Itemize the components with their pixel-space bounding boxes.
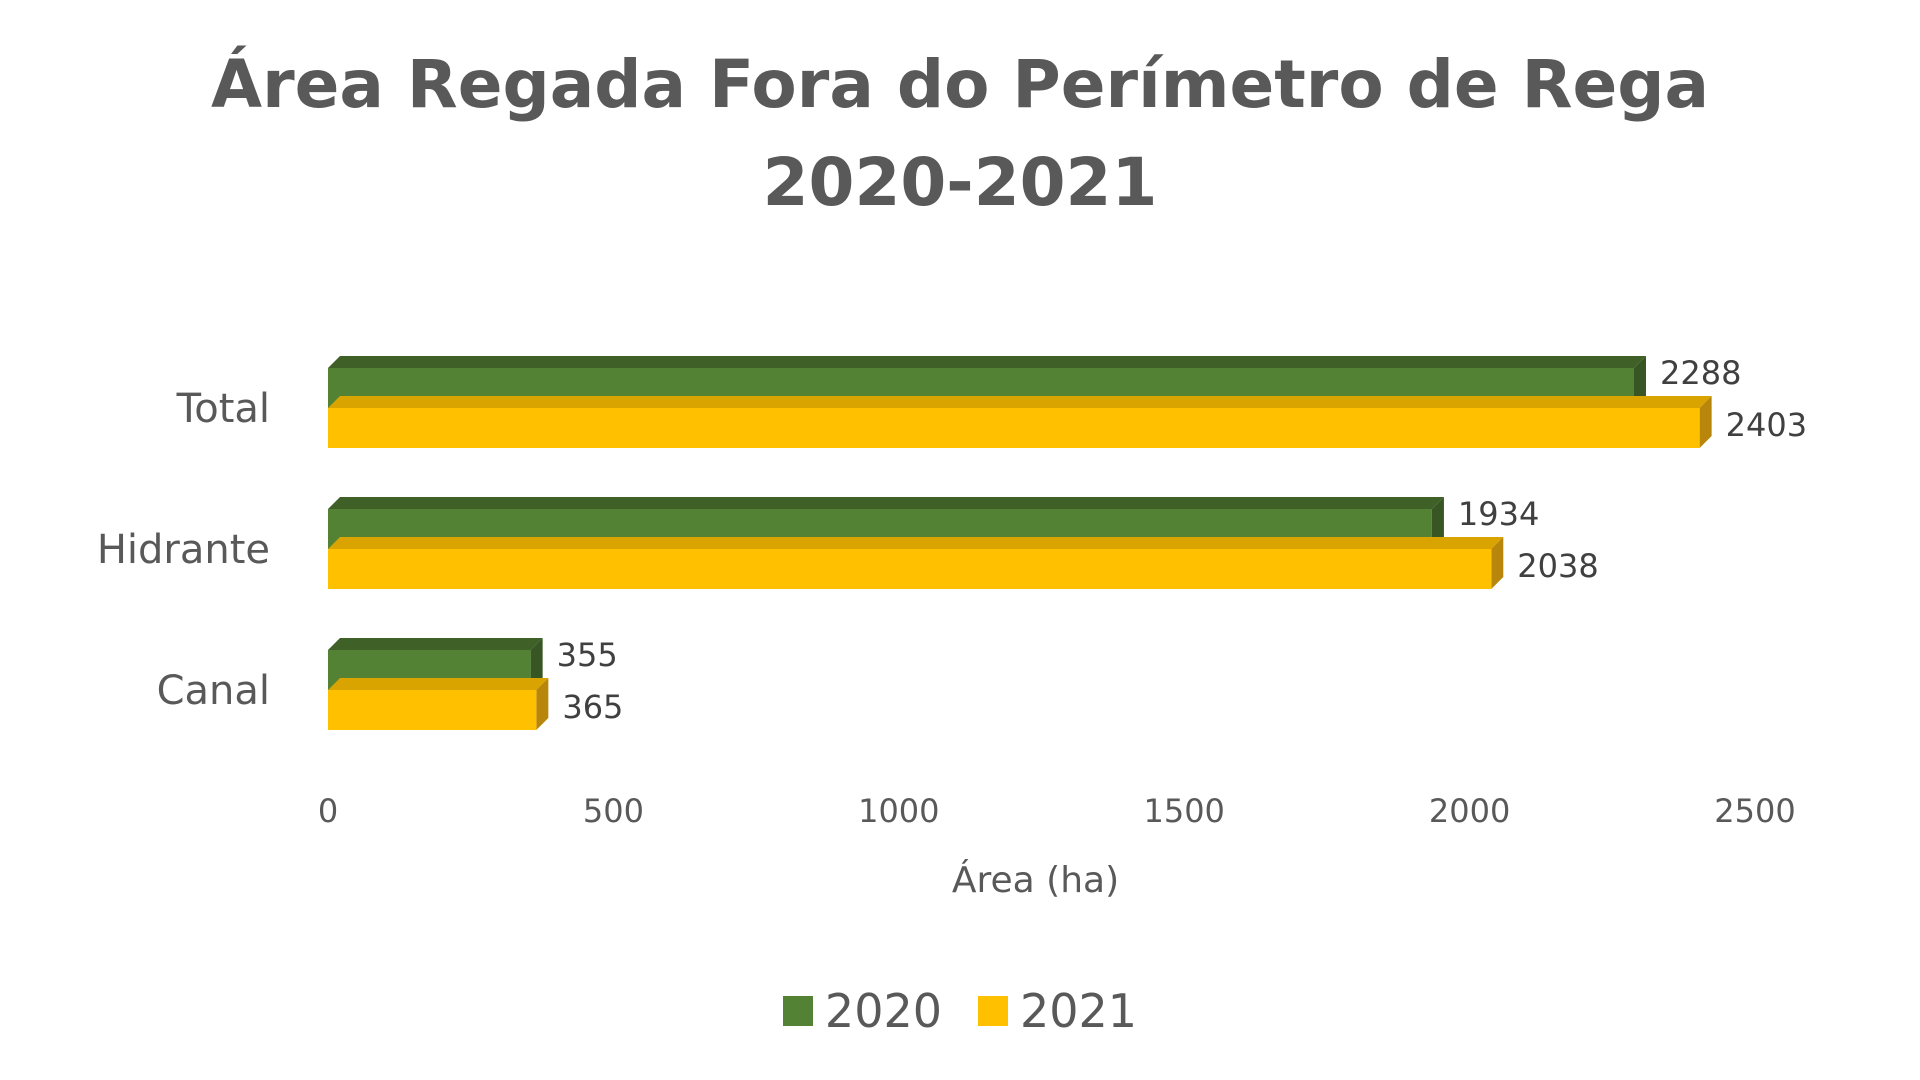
legend: 2020 2021 (0, 988, 1920, 1034)
category-label-hidrante: Hidrante (97, 527, 270, 573)
chart-title-line-1: Área Regada Fora do Perímetro de Rega (210, 46, 1710, 123)
bar-top-face (328, 497, 1444, 509)
x-tick-label-2000: 2000 (1429, 792, 1510, 830)
data-label-2021-total: 2403 (1726, 406, 1807, 444)
data-label-2020-canal: 355 (557, 636, 618, 674)
x-tick-label-0: 0 (318, 792, 338, 830)
bar-front-face (328, 408, 1700, 448)
bar-side-face (1699, 396, 1712, 448)
x-axis-title: Área (ha) (952, 859, 1119, 901)
x-tick-label-500: 500 (583, 792, 644, 830)
chart-title-line-2: 2020-2021 (762, 144, 1158, 221)
bar-top-face (328, 537, 1504, 549)
data-label-2020-hidrante: 1934 (1458, 495, 1539, 533)
bar-side-face (536, 678, 549, 730)
legend-label-2021: 2021 (1020, 984, 1138, 1038)
legend-item-2020: 2020 (782, 984, 942, 1038)
category-label-canal: Canal (157, 668, 270, 714)
bar-side-face (1431, 497, 1444, 549)
bar-2021-hidrante (328, 537, 1504, 589)
bar-top-face (328, 678, 549, 690)
data-label-2021-canal: 365 (562, 688, 623, 726)
data-label-2020-total: 2288 (1660, 354, 1741, 392)
x-tick-label-1500: 1500 (1143, 792, 1224, 830)
x-tick-label-2500: 2500 (1714, 792, 1795, 830)
bar-front-face (328, 549, 1492, 589)
legend-item-2021: 2021 (978, 988, 1137, 1034)
data-label-2021-hidrante: 2038 (1517, 547, 1598, 585)
bar-top-face (328, 638, 543, 650)
bar-side-face (1491, 537, 1504, 589)
x-tick-label-1000: 1000 (858, 792, 939, 830)
category-label-total: Total (176, 386, 270, 432)
bar-side-face (1633, 356, 1646, 408)
bar-top-face (328, 396, 1712, 408)
legend-swatch-2020 (782, 996, 813, 1026)
legend-label-2020: 2020 (824, 984, 942, 1038)
bar-top-face (328, 356, 1646, 368)
bar-side-face (530, 638, 543, 690)
bar-front-face (328, 690, 537, 730)
legend-swatch-2021 (978, 996, 1008, 1026)
bar-2021-canal (328, 678, 549, 730)
bar-2021-total (328, 396, 1712, 448)
